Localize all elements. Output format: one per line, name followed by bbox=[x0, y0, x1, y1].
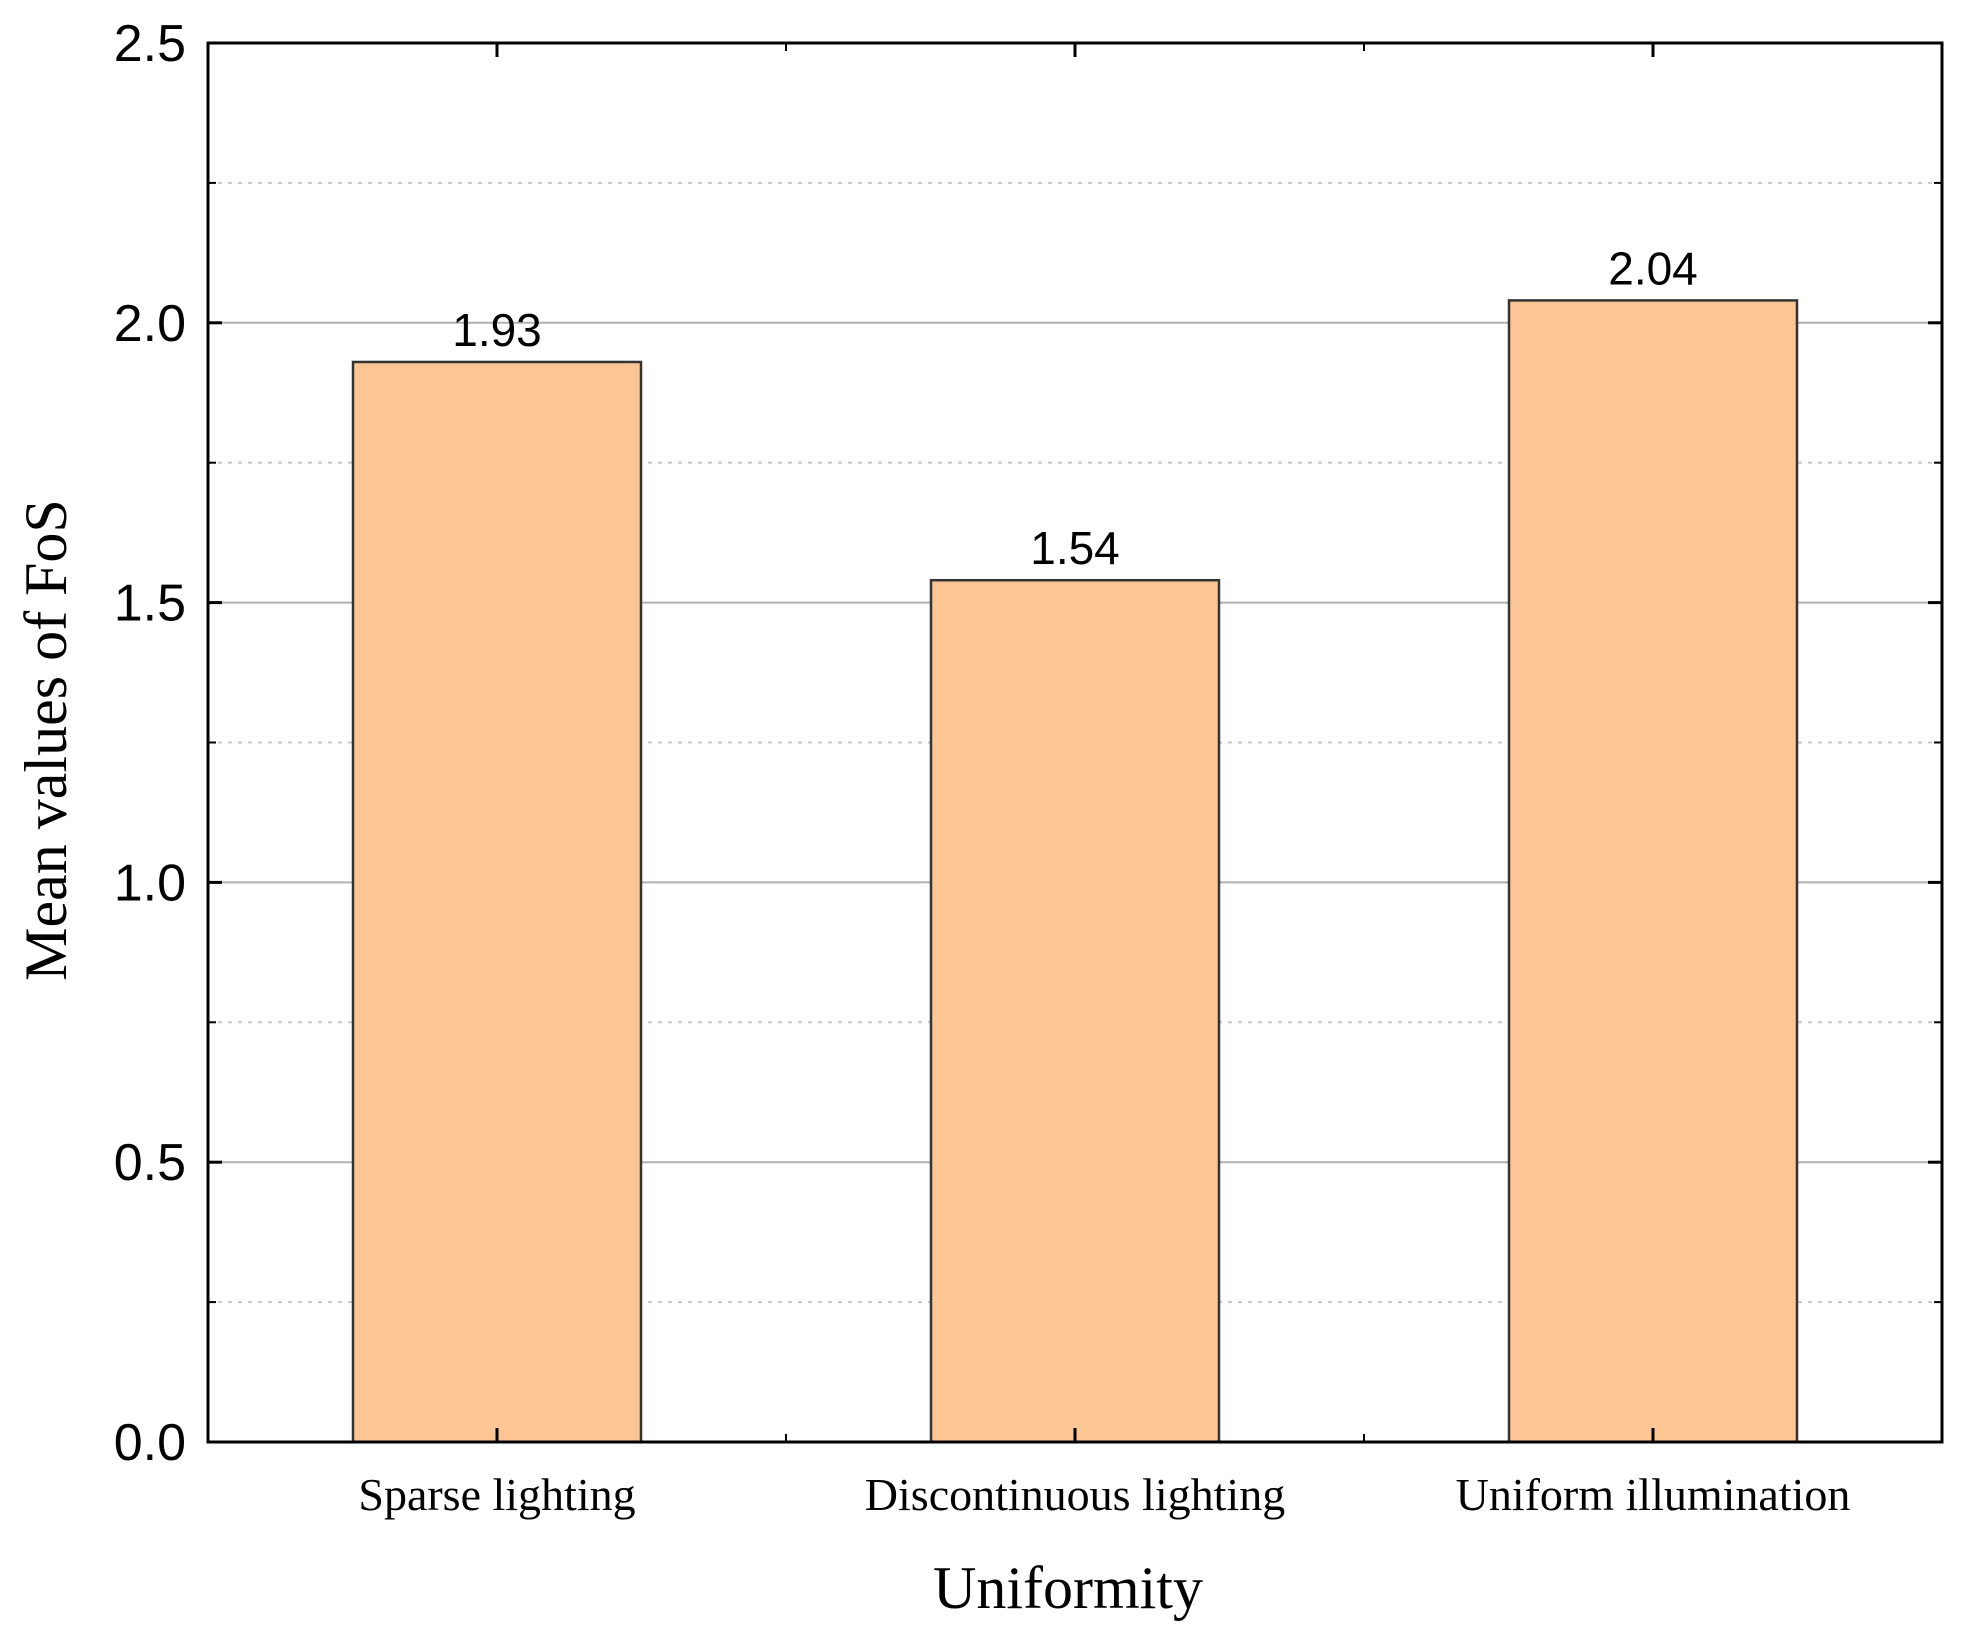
bar bbox=[351, 360, 643, 1444]
y-tick-label: 1.0 bbox=[114, 854, 186, 912]
y-tick-label: 1.5 bbox=[114, 575, 186, 633]
y-axis-title: Mean values of FoS bbox=[13, 499, 79, 981]
y-tick-label: 0.5 bbox=[114, 1134, 186, 1192]
bar bbox=[929, 578, 1221, 1444]
x-axis-title: Uniformity bbox=[933, 1555, 1203, 1621]
data-label: 1.54 bbox=[1030, 522, 1120, 574]
x-tick-label: Sparse lighting bbox=[358, 1469, 635, 1520]
x-tick-label: Uniform illumination bbox=[1456, 1469, 1851, 1520]
axes bbox=[206, 41, 1944, 1444]
bars bbox=[351, 299, 1799, 1444]
y-tick-label: 2.0 bbox=[114, 295, 186, 353]
bar bbox=[1507, 299, 1799, 1444]
x-tick-label: Discontinuous lighting bbox=[865, 1469, 1285, 1520]
data-label: 2.04 bbox=[1608, 242, 1698, 294]
labels: 1.93 1.54 2.04 0.0 0.5 1.0 1.5 2.0 2.5 Sparse lig… bbox=[114, 15, 1851, 1520]
y-tick-label: 0.0 bbox=[114, 1414, 186, 1472]
data-label: 1.93 bbox=[452, 304, 542, 356]
y-tick-label: 2.5 bbox=[114, 15, 186, 73]
